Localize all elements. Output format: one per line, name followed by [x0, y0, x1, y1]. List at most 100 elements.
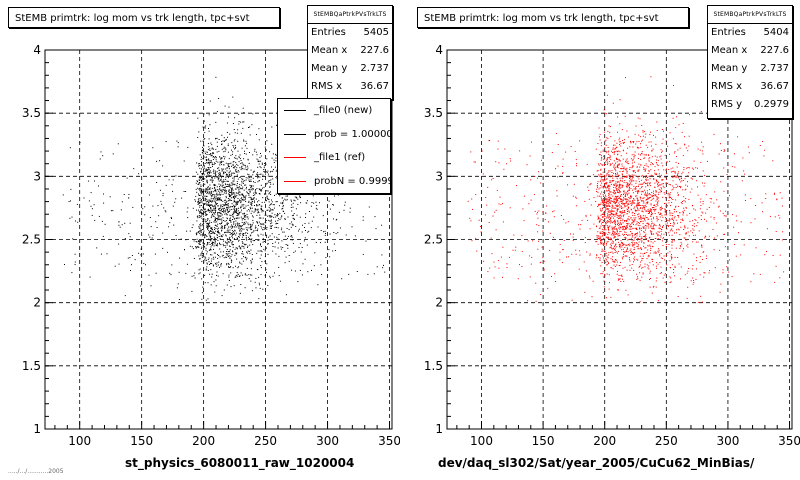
- y-tick-label: 2.5: [22, 233, 41, 247]
- scatter-point: [214, 162, 216, 164]
- scatter-point: [642, 217, 644, 219]
- scatter-point: [282, 247, 284, 248]
- scatter-point: [213, 248, 214, 250]
- scatter-point: [702, 251, 704, 253]
- scatter-point: [203, 246, 205, 248]
- scatter-point: [220, 193, 222, 195]
- scatter-point: [662, 183, 664, 185]
- scatter-point: [222, 251, 224, 253]
- scatter-point: [232, 206, 234, 208]
- scatter-point: [504, 148, 506, 150]
- scatter-point: [664, 214, 666, 216]
- scatter-point: [613, 160, 615, 162]
- scatter-point: [234, 194, 236, 196]
- scatter-point: [285, 256, 287, 258]
- scatter-point: [669, 153, 670, 155]
- scatter-point: [211, 214, 213, 216]
- scatter-point: [241, 221, 243, 223]
- scatter-point: [644, 136, 646, 138]
- scatter-point: [621, 249, 623, 251]
- scatter-point: [232, 183, 234, 185]
- scatter-point: [368, 206, 370, 208]
- scatter-point: [606, 205, 608, 207]
- scatter-point: [88, 200, 90, 202]
- scatter-point: [658, 193, 660, 195]
- scatter-point: [684, 189, 686, 191]
- scatter-point: [237, 200, 239, 202]
- scatter-point: [597, 143, 599, 144]
- scatter-point: [613, 193, 615, 195]
- scatter-point: [704, 236, 706, 238]
- scatter-point: [648, 197, 650, 199]
- scatter-point: [668, 192, 670, 194]
- scatter-point: [221, 169, 223, 171]
- scatter-point: [233, 176, 235, 178]
- scatter-point: [282, 208, 284, 209]
- scatter-point: [614, 231, 616, 233]
- scatter-point: [608, 190, 610, 192]
- scatter-point: [228, 190, 230, 191]
- scatter-point: [197, 231, 199, 233]
- scatter-point: [598, 227, 600, 229]
- scatter-point: [261, 189, 263, 191]
- scatter-point: [628, 216, 630, 218]
- scatter-point: [240, 160, 242, 161]
- scatter-point: [649, 212, 650, 213]
- scatter-point: [226, 122, 228, 124]
- scatter-point: [269, 186, 271, 188]
- scatter-point: [295, 208, 297, 210]
- scatter-point: [600, 173, 601, 175]
- scatter-point: [605, 244, 607, 246]
- scatter-point: [223, 147, 225, 149]
- scatter-point: [631, 222, 633, 223]
- scatter-point: [234, 248, 236, 250]
- scatter-point: [653, 192, 654, 194]
- scatter-point: [214, 187, 216, 188]
- y-tick-label: 2.5: [424, 233, 443, 247]
- scatter-point: [219, 197, 221, 199]
- scatter-point: [240, 272, 242, 274]
- scatter-point: [638, 163, 640, 165]
- scatter-point: [246, 257, 248, 259]
- scatter-point: [324, 230, 326, 232]
- scatter-point: [230, 272, 232, 274]
- scatter-point: [659, 191, 661, 193]
- scatter-point: [611, 251, 613, 253]
- scatter-point: [684, 225, 686, 227]
- scatter-point: [219, 171, 221, 173]
- scatter-point: [650, 76, 652, 78]
- scatter-point: [537, 248, 539, 250]
- scatter-point: [200, 193, 202, 195]
- scatter-point: [212, 230, 214, 232]
- scatter-point: [199, 206, 201, 208]
- scatter-point: [224, 220, 226, 222]
- scatter-point: [280, 229, 282, 231]
- scatter-point: [615, 233, 617, 234]
- scatter-point: [556, 190, 558, 192]
- scatter-point: [687, 270, 689, 272]
- scatter-point: [208, 128, 209, 129]
- scatter-point: [665, 140, 667, 142]
- scatter-point: [180, 238, 182, 240]
- scatter-point: [623, 198, 625, 200]
- scatter-point: [202, 219, 204, 221]
- scatter-point: [260, 223, 262, 225]
- scatter-point: [230, 261, 232, 263]
- scatter-point: [265, 212, 267, 214]
- scatter-point: [625, 77, 626, 79]
- scatter-point: [598, 188, 600, 190]
- scatter-point: [211, 210, 213, 212]
- scatter-point: [263, 210, 265, 212]
- scatter-point: [225, 209, 226, 211]
- scatter-point: [644, 237, 646, 239]
- scatter-point: [247, 192, 248, 194]
- scatter-point: [635, 186, 637, 187]
- scatter-point: [774, 216, 776, 218]
- scatter-point: [243, 233, 244, 234]
- scatter-point: [614, 233, 616, 235]
- scatter-point: [232, 165, 234, 167]
- scatter-point: [109, 196, 111, 198]
- scatter-point: [659, 224, 661, 226]
- scatter-point: [533, 194, 535, 196]
- scatter-point: [639, 233, 641, 235]
